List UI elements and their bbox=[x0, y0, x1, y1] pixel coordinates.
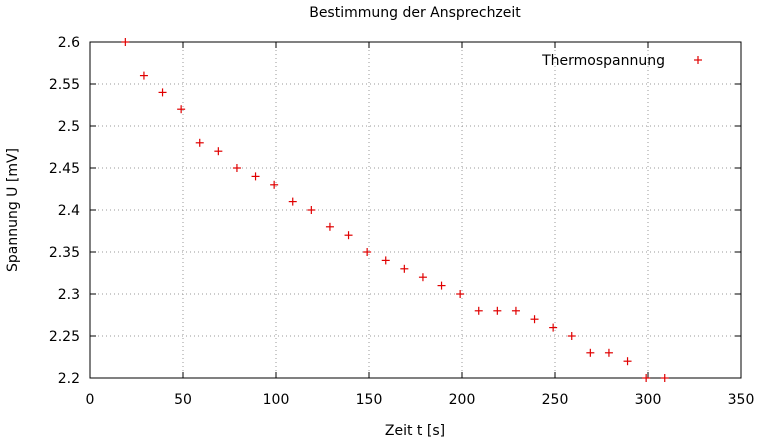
data-point bbox=[530, 315, 539, 324]
data-point bbox=[121, 38, 130, 46]
data-point bbox=[623, 357, 632, 366]
x-tick-label: 350 bbox=[728, 392, 755, 408]
y-tick-label: 2.4 bbox=[58, 203, 80, 219]
data-point bbox=[195, 138, 204, 147]
data-point bbox=[363, 248, 372, 256]
x-tick-label: 150 bbox=[356, 392, 383, 408]
legend: Thermospannung bbox=[541, 53, 702, 69]
legend-label: Thermospannung bbox=[541, 53, 665, 69]
data-point bbox=[437, 281, 446, 290]
y-tick-label: 2.6 bbox=[58, 35, 80, 51]
data-point bbox=[493, 306, 502, 315]
data-point bbox=[214, 147, 223, 156]
x-axis-title: Zeit t [s] bbox=[385, 423, 445, 439]
data-point bbox=[474, 306, 483, 315]
y-tick-label: 2.55 bbox=[49, 77, 80, 93]
legend-marker-symbol bbox=[694, 56, 702, 64]
y-tick-label: 2.2 bbox=[58, 371, 80, 387]
data-point bbox=[177, 105, 186, 114]
data-point bbox=[400, 264, 409, 273]
data-point bbox=[232, 164, 241, 172]
plot-frame bbox=[89, 41, 742, 379]
data-point bbox=[251, 172, 260, 181]
y-tick-label: 2.3 bbox=[58, 287, 80, 303]
y-tick-labels: 2.2 2.25 2.3 2.35 2.4 2.45 2.5 2.55 2.6 bbox=[49, 35, 80, 387]
x-tick-label: 200 bbox=[449, 392, 476, 408]
x-tick-label: 250 bbox=[542, 392, 569, 408]
axis-ticks bbox=[89, 41, 742, 379]
x-tick-label: 0 bbox=[86, 392, 95, 408]
grid-lines bbox=[90, 42, 741, 378]
data-point bbox=[511, 306, 520, 315]
data-point bbox=[307, 206, 316, 214]
data-point bbox=[586, 348, 595, 357]
data-point bbox=[549, 323, 558, 332]
x-tick-labels: 0 50 100 150 200 250 300 350 bbox=[86, 392, 755, 408]
data-point bbox=[660, 374, 669, 382]
data-point bbox=[381, 256, 390, 265]
y-axis-title: Spannung U [mV] bbox=[5, 148, 21, 272]
data-point bbox=[325, 222, 334, 231]
y-tick-label: 2.45 bbox=[49, 161, 80, 177]
legend-marker bbox=[694, 56, 702, 64]
x-tick-label: 100 bbox=[263, 392, 290, 408]
y-tick-label: 2.25 bbox=[49, 329, 80, 345]
data-point bbox=[270, 180, 279, 189]
data-point bbox=[642, 374, 651, 382]
x-tick-label: 50 bbox=[174, 392, 192, 408]
data-point bbox=[567, 332, 576, 340]
data-point bbox=[139, 71, 148, 80]
y-tick-label: 2.5 bbox=[58, 119, 80, 135]
chart-title: Bestimmung der Ansprechzeit bbox=[309, 5, 521, 21]
data-point bbox=[604, 348, 613, 357]
data-point bbox=[344, 231, 353, 240]
data-point bbox=[288, 197, 297, 206]
data-point bbox=[418, 273, 427, 282]
data-point bbox=[456, 290, 465, 298]
data-point bbox=[158, 88, 167, 97]
y-tick-label: 2.35 bbox=[49, 245, 80, 261]
x-tick-label: 300 bbox=[635, 392, 662, 408]
data-points bbox=[121, 38, 669, 382]
